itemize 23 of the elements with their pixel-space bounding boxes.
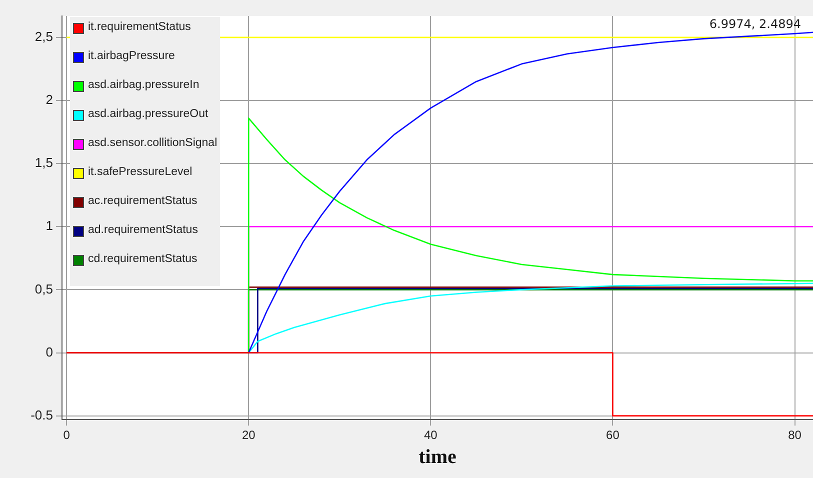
y-tick-label: 0,5 — [34, 281, 53, 296]
y-tick-label: -0.5 — [30, 407, 53, 422]
legend-label: ac.requirementStatus — [88, 195, 198, 207]
x-tick-label: 80 — [788, 428, 802, 442]
legend-label: it.safePressureLevel — [88, 166, 192, 178]
x-tick-label: 0 — [63, 428, 70, 442]
x-tick-label: 40 — [424, 428, 438, 442]
legend-label: ad.requirementStatus — [88, 224, 198, 236]
y-tick-label: 1,5 — [34, 155, 53, 170]
legend-label: asd.airbag.pressureOut — [88, 108, 208, 120]
y-tick-label: 0 — [46, 344, 53, 360]
y-tick-label: 2 — [46, 92, 53, 108]
legend-label: asd.airbag.pressureIn — [88, 79, 200, 91]
y-tick-label: 2,5 — [34, 29, 53, 44]
x-axis-title: time — [418, 446, 456, 468]
legend-label: it.airbagPressure — [88, 50, 175, 62]
x-tick-label: 60 — [606, 428, 620, 442]
y-tick-label: 1 — [46, 218, 53, 234]
annotation: 6.9974, 2.4894 — [709, 17, 801, 31]
legend-label: it.requirementStatus — [88, 21, 191, 33]
x-tick-label: 20 — [242, 428, 256, 442]
legend-label: asd.sensor.collitionSignal — [88, 137, 218, 149]
legend-label: cd.requirementStatus — [88, 253, 198, 265]
